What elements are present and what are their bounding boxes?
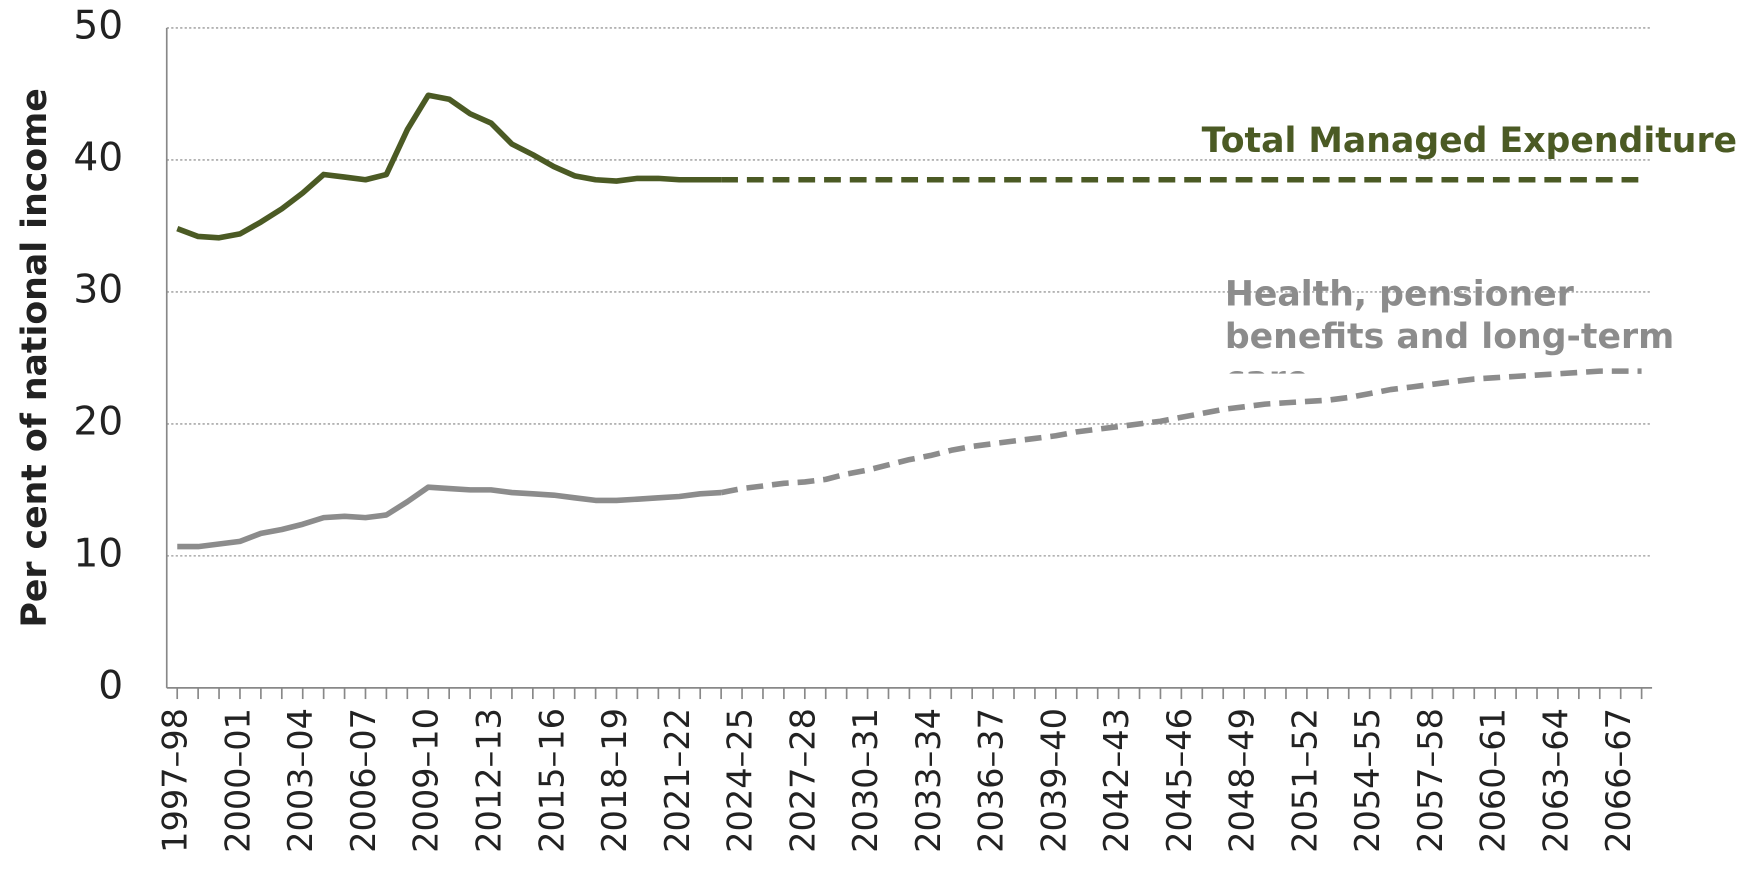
x-tick-label: 2060–61: [1474, 708, 1513, 853]
x-tick-label: 2036–37: [972, 708, 1011, 853]
y-tick-label: 20: [73, 399, 123, 444]
x-tick-label: 2057–58: [1411, 708, 1450, 853]
y-tick-label: 50: [73, 3, 123, 48]
x-tick-label: 2063–64: [1536, 708, 1575, 853]
x-tick-label: 2003–04: [281, 708, 320, 853]
y-tick-label: 0: [98, 663, 123, 708]
x-tick-label: 2033–34: [909, 708, 948, 853]
x-tick-label: 2000–01: [218, 708, 257, 853]
x-tick-label: 2006–07: [344, 708, 383, 853]
x-tick-label: 1997–98: [156, 708, 195, 853]
x-tick-label: 2054–55: [1348, 708, 1387, 853]
x-tick-label: 2009–10: [407, 708, 446, 853]
series-label: Total Managed Expenditure: [1202, 121, 1737, 161]
x-tick-label: 2042–43: [1097, 708, 1136, 853]
x-tick-label: 2066–67: [1599, 708, 1638, 853]
outturn-line: [177, 484, 722, 550]
x-tick-label: 2030–31: [846, 708, 885, 853]
outturn-line: [176, 92, 722, 241]
x-tick-label: 2024–25: [721, 708, 760, 853]
y-tick-label: 30: [73, 267, 123, 312]
x-tick-label: 2027–28: [783, 708, 822, 853]
y-axis-title: Per cent of national income: [15, 88, 55, 627]
series-label: Health, pensioner benefits and long-term…: [1224, 274, 1675, 374]
series-label-box: Health, pensioner benefits and long-term…: [1224, 274, 1675, 374]
x-tick-label: 2012–13: [470, 708, 509, 853]
projection-line: [720, 368, 1642, 496]
x-tick-label: 2039–40: [1034, 708, 1073, 853]
x-tick-label: 2018–19: [595, 708, 634, 853]
y-tick-label: 10: [73, 531, 123, 576]
x-tick-label: 2051–52: [1285, 708, 1324, 853]
x-tick-label: 2045–46: [1160, 708, 1199, 853]
y-tick-label: 40: [73, 135, 123, 180]
x-tick-label: 2015–16: [532, 708, 571, 853]
x-tick-label: 2048–49: [1223, 708, 1262, 853]
x-tick-label: 2021–22: [658, 708, 697, 853]
